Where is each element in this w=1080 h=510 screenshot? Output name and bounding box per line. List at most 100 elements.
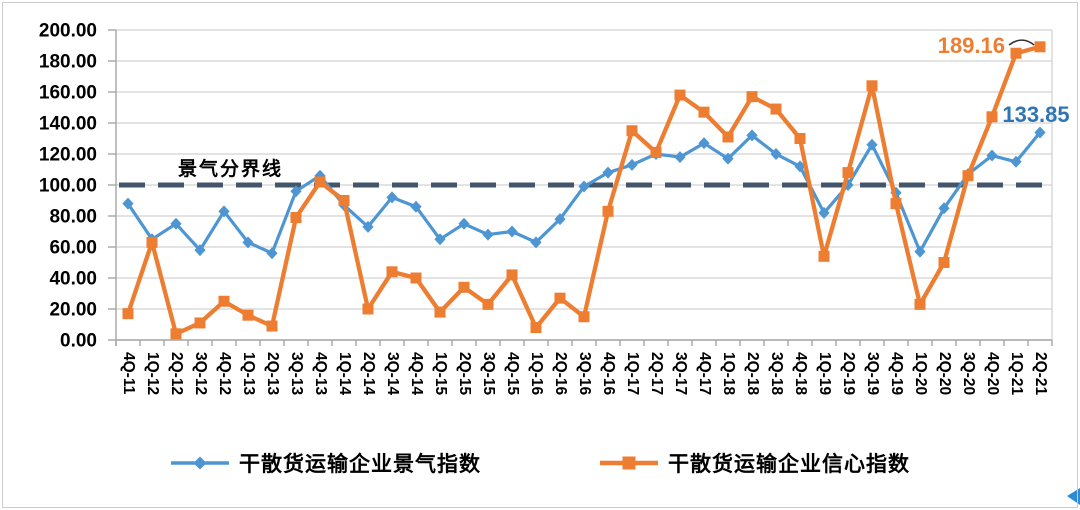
x-tick-label: 4Q-19 [888, 352, 905, 395]
series-confidence [122, 41, 1046, 340]
reference-line: 景气分界线 [119, 157, 1050, 188]
data-point [770, 103, 782, 115]
data-point [362, 303, 374, 315]
x-tick-label: 3Q-19 [864, 352, 881, 395]
data-point [674, 89, 686, 101]
x-tick-label: 4Q-11 [120, 352, 137, 395]
legend-item-confidence-index[interactable]: 干散货运输企业信心指数 [599, 448, 910, 478]
data-point [146, 236, 158, 248]
data-point [386, 266, 398, 278]
reference-line-label: 景气分界线 [178, 157, 283, 180]
data-point [314, 176, 326, 188]
x-tick-label: 3Q-13 [288, 352, 305, 395]
data-point [722, 152, 734, 165]
data-point [266, 320, 278, 332]
data-point [218, 295, 230, 307]
y-tick-label: 100.00 [39, 176, 97, 197]
data-point [722, 131, 734, 143]
x-tick-label: 2Q-17 [648, 352, 665, 395]
data-point [962, 170, 974, 182]
data-point [1010, 155, 1022, 168]
x-tick-label: 4Q-17 [696, 352, 713, 395]
data-point [458, 217, 470, 230]
data-point [794, 160, 806, 173]
data-point [698, 137, 710, 150]
data-point [1010, 47, 1022, 59]
x-tick-label: 1Q-16 [528, 352, 545, 395]
data-point [770, 148, 782, 160]
axes [108, 29, 1053, 346]
x-tick-label: 1Q-21 [1008, 352, 1025, 395]
legend-item-prosperity-index[interactable]: 干散货运输企业景气指数 [170, 448, 481, 478]
data-point [698, 106, 710, 118]
data-point [602, 166, 614, 179]
data-point [1034, 126, 1046, 139]
data-point [362, 220, 374, 233]
data-point [242, 236, 254, 249]
x-tick-label: 1Q-15 [432, 352, 449, 395]
x-tick-label: 1Q-20 [912, 352, 929, 395]
data-point [938, 202, 950, 215]
data-point [842, 167, 854, 179]
data-point [914, 298, 926, 310]
y-tick-label: 20.00 [49, 300, 97, 321]
y-tick-label: 180.00 [39, 52, 97, 73]
y-tick-label: 40.00 [49, 269, 97, 290]
data-point [794, 133, 806, 144]
x-axis-labels: 4Q-11 1Q-12 2Q-12 3Q-12 4Q-12 1Q-13 2Q-13 3Q-13… [120, 352, 1049, 395]
x-tick-label: 2Q-16 [552, 352, 569, 395]
x-tick-label: 3Q-14 [384, 352, 401, 395]
x-tick-label: 2Q-14 [360, 352, 377, 395]
x-tick-label: 1Q-13 [240, 352, 257, 395]
x-tick-label: 1Q-12 [144, 352, 161, 395]
x-tick-label: 1Q-19 [816, 352, 833, 395]
data-point [170, 328, 182, 340]
data-point [602, 205, 614, 217]
data-point [458, 281, 470, 293]
x-tick-label: 2Q-18 [744, 352, 761, 395]
data-point [530, 236, 542, 249]
data-point [122, 197, 134, 210]
data-point [386, 191, 398, 204]
data-point [914, 245, 926, 258]
legend-label-prosperity-index: 干散货运输企业景气指数 [239, 453, 481, 476]
x-tick-label: 1Q-14 [336, 352, 353, 395]
data-point [122, 308, 134, 320]
x-tick-label: 2Q-19 [840, 352, 857, 395]
data-point [746, 91, 758, 103]
data-point [410, 272, 422, 284]
data-point [290, 212, 302, 224]
data-point [434, 233, 446, 246]
y-tick-label: 160.00 [39, 83, 97, 104]
data-point [746, 129, 758, 142]
data-point [506, 269, 518, 281]
corner-blue-arrow-icon [1067, 488, 1080, 505]
data-point [482, 228, 494, 241]
data-point [938, 257, 950, 268]
data-point [986, 111, 998, 123]
data-point [578, 311, 590, 323]
x-tick-label: 3Q-16 [576, 352, 593, 395]
data-point [626, 125, 638, 137]
data-labels: 189.16 133.85 [938, 33, 1070, 127]
x-tick-label: 4Q-15 [504, 352, 521, 395]
data-point [866, 80, 878, 92]
data-point [410, 200, 422, 213]
data-point [266, 247, 278, 260]
data-point [554, 213, 566, 226]
x-tick-label: 2Q-13 [264, 352, 281, 395]
x-tick-label: 3Q-20 [960, 352, 977, 395]
x-tick-label: 4Q-20 [984, 352, 1001, 395]
data-point [986, 149, 998, 162]
x-tick-label: 2Q-20 [936, 352, 953, 395]
data-point [650, 146, 662, 158]
data-point [674, 151, 686, 164]
x-tick-label: 4Q-14 [408, 352, 425, 395]
data-label: 133.85 [1002, 102, 1069, 127]
data-point [506, 225, 518, 238]
y-axis-labels: 0.00 20.00 40.00 60.00 80.00 100.00 120.00 140.… [39, 21, 97, 352]
y-tick-label: 60.00 [49, 238, 97, 259]
data-point [554, 292, 566, 304]
